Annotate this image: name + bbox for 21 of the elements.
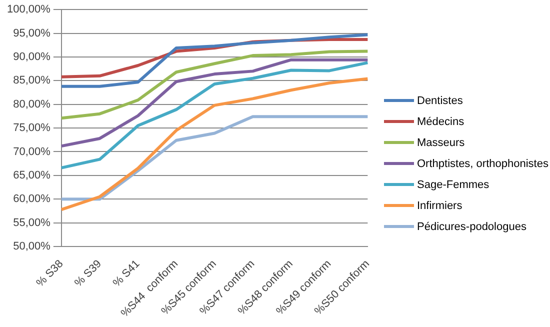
x-tick-label: % S38 bbox=[34, 258, 66, 290]
y-tick-label: 65,00% bbox=[13, 169, 51, 182]
y-tick-label: 90,00% bbox=[13, 51, 51, 64]
x-tick-label: % S39 bbox=[72, 258, 104, 290]
y-tick-label: 95,00% bbox=[13, 27, 51, 40]
y-tick-label: 50,00% bbox=[13, 240, 51, 253]
y-tick-label: 85,00% bbox=[13, 74, 51, 87]
legend-label: Dentistes bbox=[417, 94, 463, 106]
y-tick-label: 70,00% bbox=[13, 146, 51, 158]
y-tick-label: 60,00% bbox=[13, 193, 51, 206]
legend-label: Masseurs bbox=[417, 136, 465, 148]
legend-label: Pédicures-podologues bbox=[417, 220, 526, 232]
y-tick-label: 80,00% bbox=[13, 98, 51, 110]
y-tick-label: 55,00% bbox=[13, 216, 51, 229]
legend-label: Sage-Femmes bbox=[417, 178, 490, 190]
legend-label: Médecins bbox=[417, 116, 464, 128]
legend-label: Orthptistes, orthophonistes bbox=[417, 158, 548, 170]
x-tick-label: % S41 bbox=[110, 258, 142, 290]
legend-label: Infirmiers bbox=[417, 200, 462, 212]
y-tick-label: 100,00% bbox=[6, 4, 51, 16]
y-tick-label: 75,00% bbox=[13, 122, 51, 134]
